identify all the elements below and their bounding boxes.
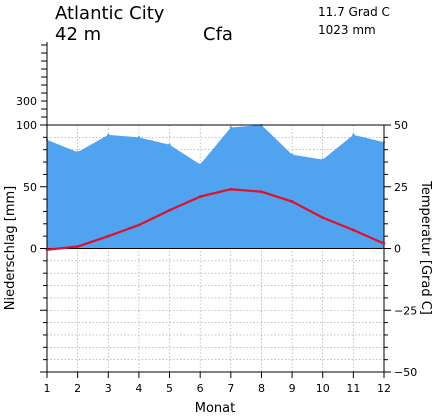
x-tick-label: 3 [105, 382, 112, 395]
temperature-series [45, 187, 386, 252]
y-right-tick-label: −50 [394, 366, 417, 379]
temperature-point [260, 190, 263, 194]
station-name: Atlantic City [55, 3, 165, 24]
annual-mean-temperature: 11.7 Grad C [318, 5, 390, 19]
precipitation-point [321, 158, 324, 161]
x-tick-label: 12 [377, 382, 391, 395]
y-axis-label-right: Temperatur [Grad C] [418, 180, 433, 315]
precipitation-series [45, 123, 386, 249]
station-elevation: 42 m [55, 24, 101, 45]
temperature-point [321, 216, 325, 220]
temperature-point [45, 248, 49, 252]
x-tick-label: 6 [197, 382, 204, 395]
y-left-tick-label: 300 [16, 95, 37, 108]
precipitation-point [168, 143, 171, 146]
y-right-tick-label: 50 [394, 119, 408, 132]
temperature-point [106, 234, 110, 238]
temperature-point [168, 208, 171, 212]
y-right-tick-label: −25 [394, 304, 417, 317]
temperature-point [229, 187, 233, 191]
temperature-point [290, 200, 294, 203]
x-axis-label: Monat [195, 401, 235, 416]
precipitation-point [352, 133, 355, 137]
x-tick-label: 4 [135, 382, 142, 395]
y-left-tick-label: 100 [16, 119, 37, 132]
temperature-point [76, 245, 80, 248]
y-axis-label-left: Niederschlag [mm] [3, 186, 18, 311]
x-tick-label: 8 [258, 382, 265, 395]
x-tick-label: 9 [289, 382, 296, 395]
temperature-point [351, 228, 355, 232]
precipitation-point [290, 153, 294, 156]
precipitation-area [47, 125, 384, 249]
temperature-line [46, 188, 385, 251]
axis-ticks [40, 44, 391, 378]
y-right-tick-label: 0 [394, 243, 401, 256]
x-tick-label: 1 [44, 382, 51, 395]
temperature-point [382, 242, 386, 245]
x-tick-label: 5 [166, 382, 173, 395]
precipitation-point [107, 133, 110, 137]
temperature-point [198, 195, 202, 199]
climate-class: Cfa [203, 24, 233, 45]
precipitation-point [198, 163, 202, 166]
precipitation-point [229, 126, 233, 129]
x-tick-label: 2 [74, 382, 81, 395]
temperature-point [137, 223, 141, 227]
x-tick-label: 11 [346, 382, 360, 395]
y-left-tick-label: 50 [23, 181, 37, 194]
annual-precipitation: 1023 mm [318, 23, 376, 37]
precipitation-point [76, 150, 79, 154]
x-tick-label: 7 [227, 382, 234, 395]
x-tick-label: 10 [316, 382, 330, 395]
precipitation-point [137, 136, 141, 139]
y-left-tick-label: 0 [30, 243, 37, 256]
y-right-tick-label: 25 [394, 181, 408, 194]
